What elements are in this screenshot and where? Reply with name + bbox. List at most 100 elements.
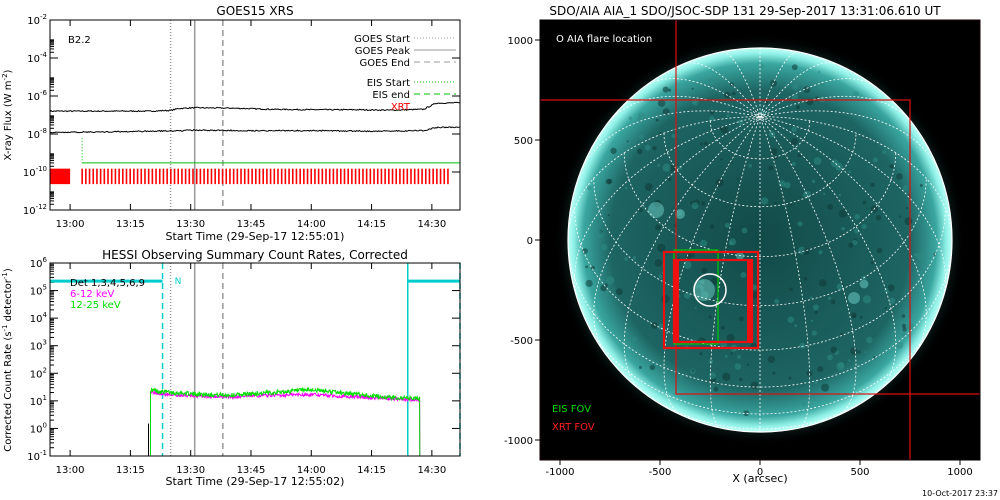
aia-texture: [823, 192, 826, 196]
aia-texture: [610, 147, 617, 154]
aia-texture: [813, 157, 822, 165]
aia-texture: [726, 333, 735, 342]
aia-texture: [792, 83, 799, 90]
aia-texture: [814, 310, 818, 315]
aia-texture: [750, 381, 759, 390]
aia-texture: [585, 279, 593, 287]
aia-grid-longitude: [645, 78, 761, 117]
aia-grid-longitude: [607, 95, 761, 123]
aia-texture: [804, 277, 808, 281]
goes-y-tick-label: 10-2: [27, 13, 47, 27]
aia-texture: [790, 138, 798, 145]
aia-texture: [866, 336, 873, 344]
aia-grid-longitude: [759, 116, 953, 241]
goes-x-tick-label: 13:45: [237, 219, 266, 230]
aia-texture: [814, 380, 819, 385]
aia-texture: [652, 146, 657, 151]
goes-panel: GOES15 XRS 13:00 13:15 13:30 13:45 14:00 14:1…: [1, 4, 461, 243]
aia-texture: [919, 184, 923, 187]
aia-texture: [700, 279, 705, 285]
aia-texture: [801, 402, 806, 407]
aia-texture: [862, 295, 872, 304]
aia-grid-latitude: [623, 152, 897, 258]
aia-texture: [916, 252, 925, 261]
hessi-x-tick-label: 13:45: [237, 465, 266, 476]
aia-texture: [707, 78, 714, 85]
aia-texture: [683, 260, 692, 269]
aia-grid-longitude: [759, 95, 913, 123]
aia-texture: [624, 186, 628, 190]
aia-texture: [876, 247, 883, 254]
hessi-y-tick-label: 102: [30, 366, 47, 380]
aia-xrt-fov-box: [662, 250, 760, 350]
aia-texture: [676, 210, 683, 217]
aia-texture: [720, 158, 723, 161]
aia-texture: [658, 132, 662, 136]
aia-texture: [901, 323, 907, 329]
goes-x-tick-label: 14:00: [297, 219, 326, 230]
aia-texture: [747, 363, 750, 366]
aia-title: SDO/AIA AIA_1 SDO/JSOC-SDP 131 29-Sep-20…: [549, 4, 941, 18]
aia-texture: [730, 352, 733, 355]
aia-texture: [628, 116, 633, 120]
aia-texture: [854, 214, 860, 220]
aia-texture: [772, 371, 776, 375]
aia-texture: [653, 199, 662, 208]
aia-texture: [895, 341, 904, 349]
aia-texture: [684, 292, 691, 299]
aia-xrt-fov-edge: [747, 260, 752, 342]
goes-flare-class: B2.2: [68, 35, 91, 46]
goes-frame: [49, 19, 461, 211]
aia-texture: [887, 284, 895, 292]
hessi-legend-label: 12-25 keV: [70, 300, 121, 311]
aia-texture: [626, 140, 629, 143]
aia-grid-longitude: [759, 51, 798, 117]
aia-texture: [873, 356, 876, 359]
aia-grid-longitude: [623, 116, 761, 393]
aia-texture: [848, 242, 854, 248]
aia-texture: [722, 372, 731, 382]
aia-texture: [657, 243, 666, 253]
hessi-annotation: N: [175, 277, 182, 287]
aia-texture: [864, 351, 867, 354]
aia-x-tick-label: 0: [757, 467, 763, 478]
aia-texture: [836, 283, 844, 291]
aia-texture: [740, 272, 747, 278]
goes-title: GOES15 XRS: [216, 4, 293, 18]
aia-limb: [567, 47, 953, 433]
aia-texture: [848, 170, 851, 174]
aia-texture: [791, 93, 799, 101]
aia-texture: [854, 228, 860, 234]
goes-xlabel: Start Time (29-Sep-17 12:55:01): [166, 230, 345, 243]
aia-texture: [661, 295, 670, 304]
hessi-ylabel: Corrected Count Rate (s-1 detector-1): [1, 268, 14, 452]
aia-texture: [901, 332, 906, 337]
aia-texture: [638, 207, 643, 213]
hessi-y-tick-label: 101: [30, 394, 47, 408]
aia-grid-longitude: [759, 116, 946, 304]
aia-texture: [838, 193, 841, 197]
aia-texture: [818, 250, 823, 255]
hessi-panel: HESSI Observing Summary Count Rates, Cor…: [1, 248, 461, 488]
aia-texture: [637, 112, 646, 121]
aia-texture: [884, 306, 887, 310]
aia-texture: [671, 133, 676, 138]
aia-y-tick-label: 500: [514, 136, 533, 147]
aia-texture: [644, 144, 651, 151]
hessi-rate-series: [150, 386, 421, 457]
aia-texture: [852, 239, 858, 245]
aia-texture: [797, 153, 802, 158]
aia-texture: [796, 105, 800, 110]
aia-texture: [703, 141, 709, 146]
aia-image: O AIA flare location EIS FOV XRT FOV: [540, 20, 980, 460]
aia-texture: [840, 332, 844, 336]
aia-texture: [830, 299, 836, 305]
aia-texture: [810, 296, 813, 300]
aia-texture: [605, 291, 610, 295]
goes-y-tick-label: 10-12: [23, 203, 47, 217]
aia-texture: [876, 215, 882, 221]
aia-texture: [726, 114, 730, 118]
aia-texture: [711, 277, 719, 285]
aia-texture: [819, 279, 827, 287]
hessi-x-tick-label: 13:00: [56, 465, 85, 476]
